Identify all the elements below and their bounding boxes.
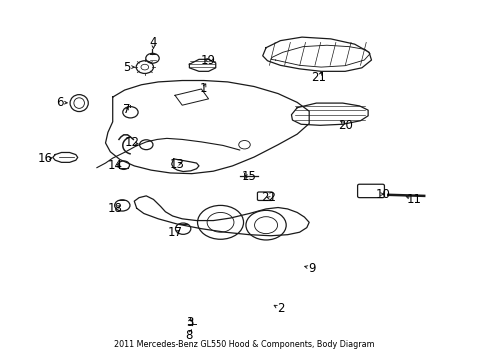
Text: 2: 2 (276, 302, 284, 315)
Text: 22: 22 (261, 191, 275, 204)
Text: 9: 9 (307, 262, 315, 275)
Text: 12: 12 (124, 136, 139, 149)
Text: 10: 10 (375, 188, 390, 201)
Text: 17: 17 (167, 226, 182, 239)
Text: 1: 1 (200, 82, 207, 95)
Text: 18: 18 (107, 202, 122, 215)
Text: 3: 3 (185, 316, 193, 329)
Text: 19: 19 (201, 54, 216, 67)
Text: 5: 5 (123, 60, 130, 73)
Text: 20: 20 (337, 119, 352, 132)
Text: 16: 16 (38, 152, 53, 165)
Text: 14: 14 (107, 159, 122, 172)
Text: 13: 13 (170, 158, 184, 171)
Text: 21: 21 (311, 71, 325, 84)
Text: 2011 Mercedes-Benz GL550 Hood & Components, Body Diagram: 2011 Mercedes-Benz GL550 Hood & Componen… (114, 339, 374, 348)
Text: 8: 8 (185, 329, 193, 342)
Text: 7: 7 (123, 103, 131, 116)
Text: 6: 6 (56, 96, 63, 109)
Text: 4: 4 (149, 36, 157, 49)
Text: 11: 11 (407, 193, 421, 206)
Text: 15: 15 (242, 170, 256, 183)
